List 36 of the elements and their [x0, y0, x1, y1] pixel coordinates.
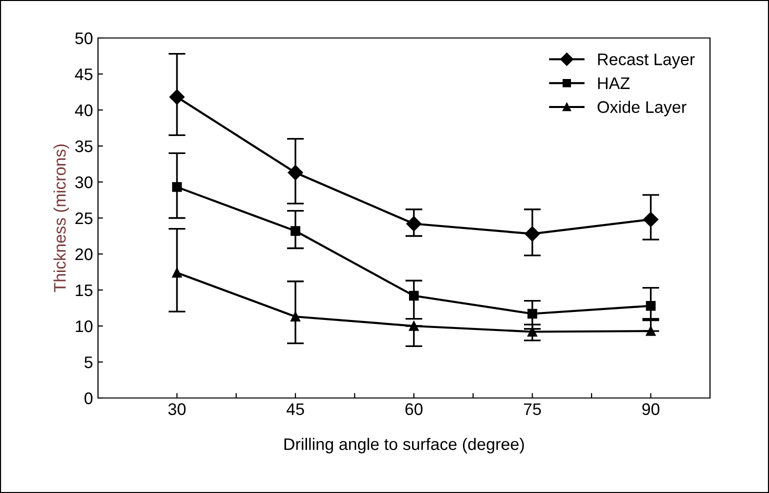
point: [172, 268, 182, 278]
x-tick-label: 90: [642, 403, 660, 416]
point: [524, 226, 540, 242]
y-tick-label: 10: [76, 320, 92, 332]
point: [527, 308, 538, 319]
legend-label: HAZ: [598, 77, 630, 89]
legend-label: Oxide Layer: [598, 100, 686, 116]
point: [290, 226, 300, 236]
y-tick-label: 45: [74, 68, 92, 80]
y-tick-label: 50: [75, 32, 92, 44]
point: [646, 300, 656, 311]
point: [406, 216, 422, 232]
point: [527, 326, 538, 337]
y-tick-label: 20: [75, 248, 92, 260]
y-tick-label: 30: [75, 176, 92, 188]
x-tick-label: 45: [286, 403, 304, 416]
y-tick-label: 15: [76, 284, 92, 296]
point: [169, 89, 185, 105]
y-tick-label: 40: [74, 104, 92, 116]
x-tick-label: 60: [405, 403, 422, 416]
y-tick-label: 5: [84, 356, 92, 368]
point: [643, 212, 658, 228]
y-tick-label: 35: [75, 140, 92, 152]
x-tick-label: 30: [168, 403, 186, 416]
x-tick-label: 75: [524, 403, 541, 416]
point: [409, 290, 419, 301]
point: [290, 312, 300, 322]
y-axis-title: Thickness (microns): [54, 144, 70, 292]
x-axis-title: Drilling angle to surface (degree): [284, 438, 524, 454]
point: [646, 326, 656, 336]
legend-label: Recast Layer: [598, 54, 695, 69]
point: [172, 182, 182, 192]
y-tick-label: 25: [75, 212, 92, 224]
point: [288, 165, 303, 180]
y-tick-label: 0: [84, 392, 92, 404]
point: [409, 321, 419, 331]
